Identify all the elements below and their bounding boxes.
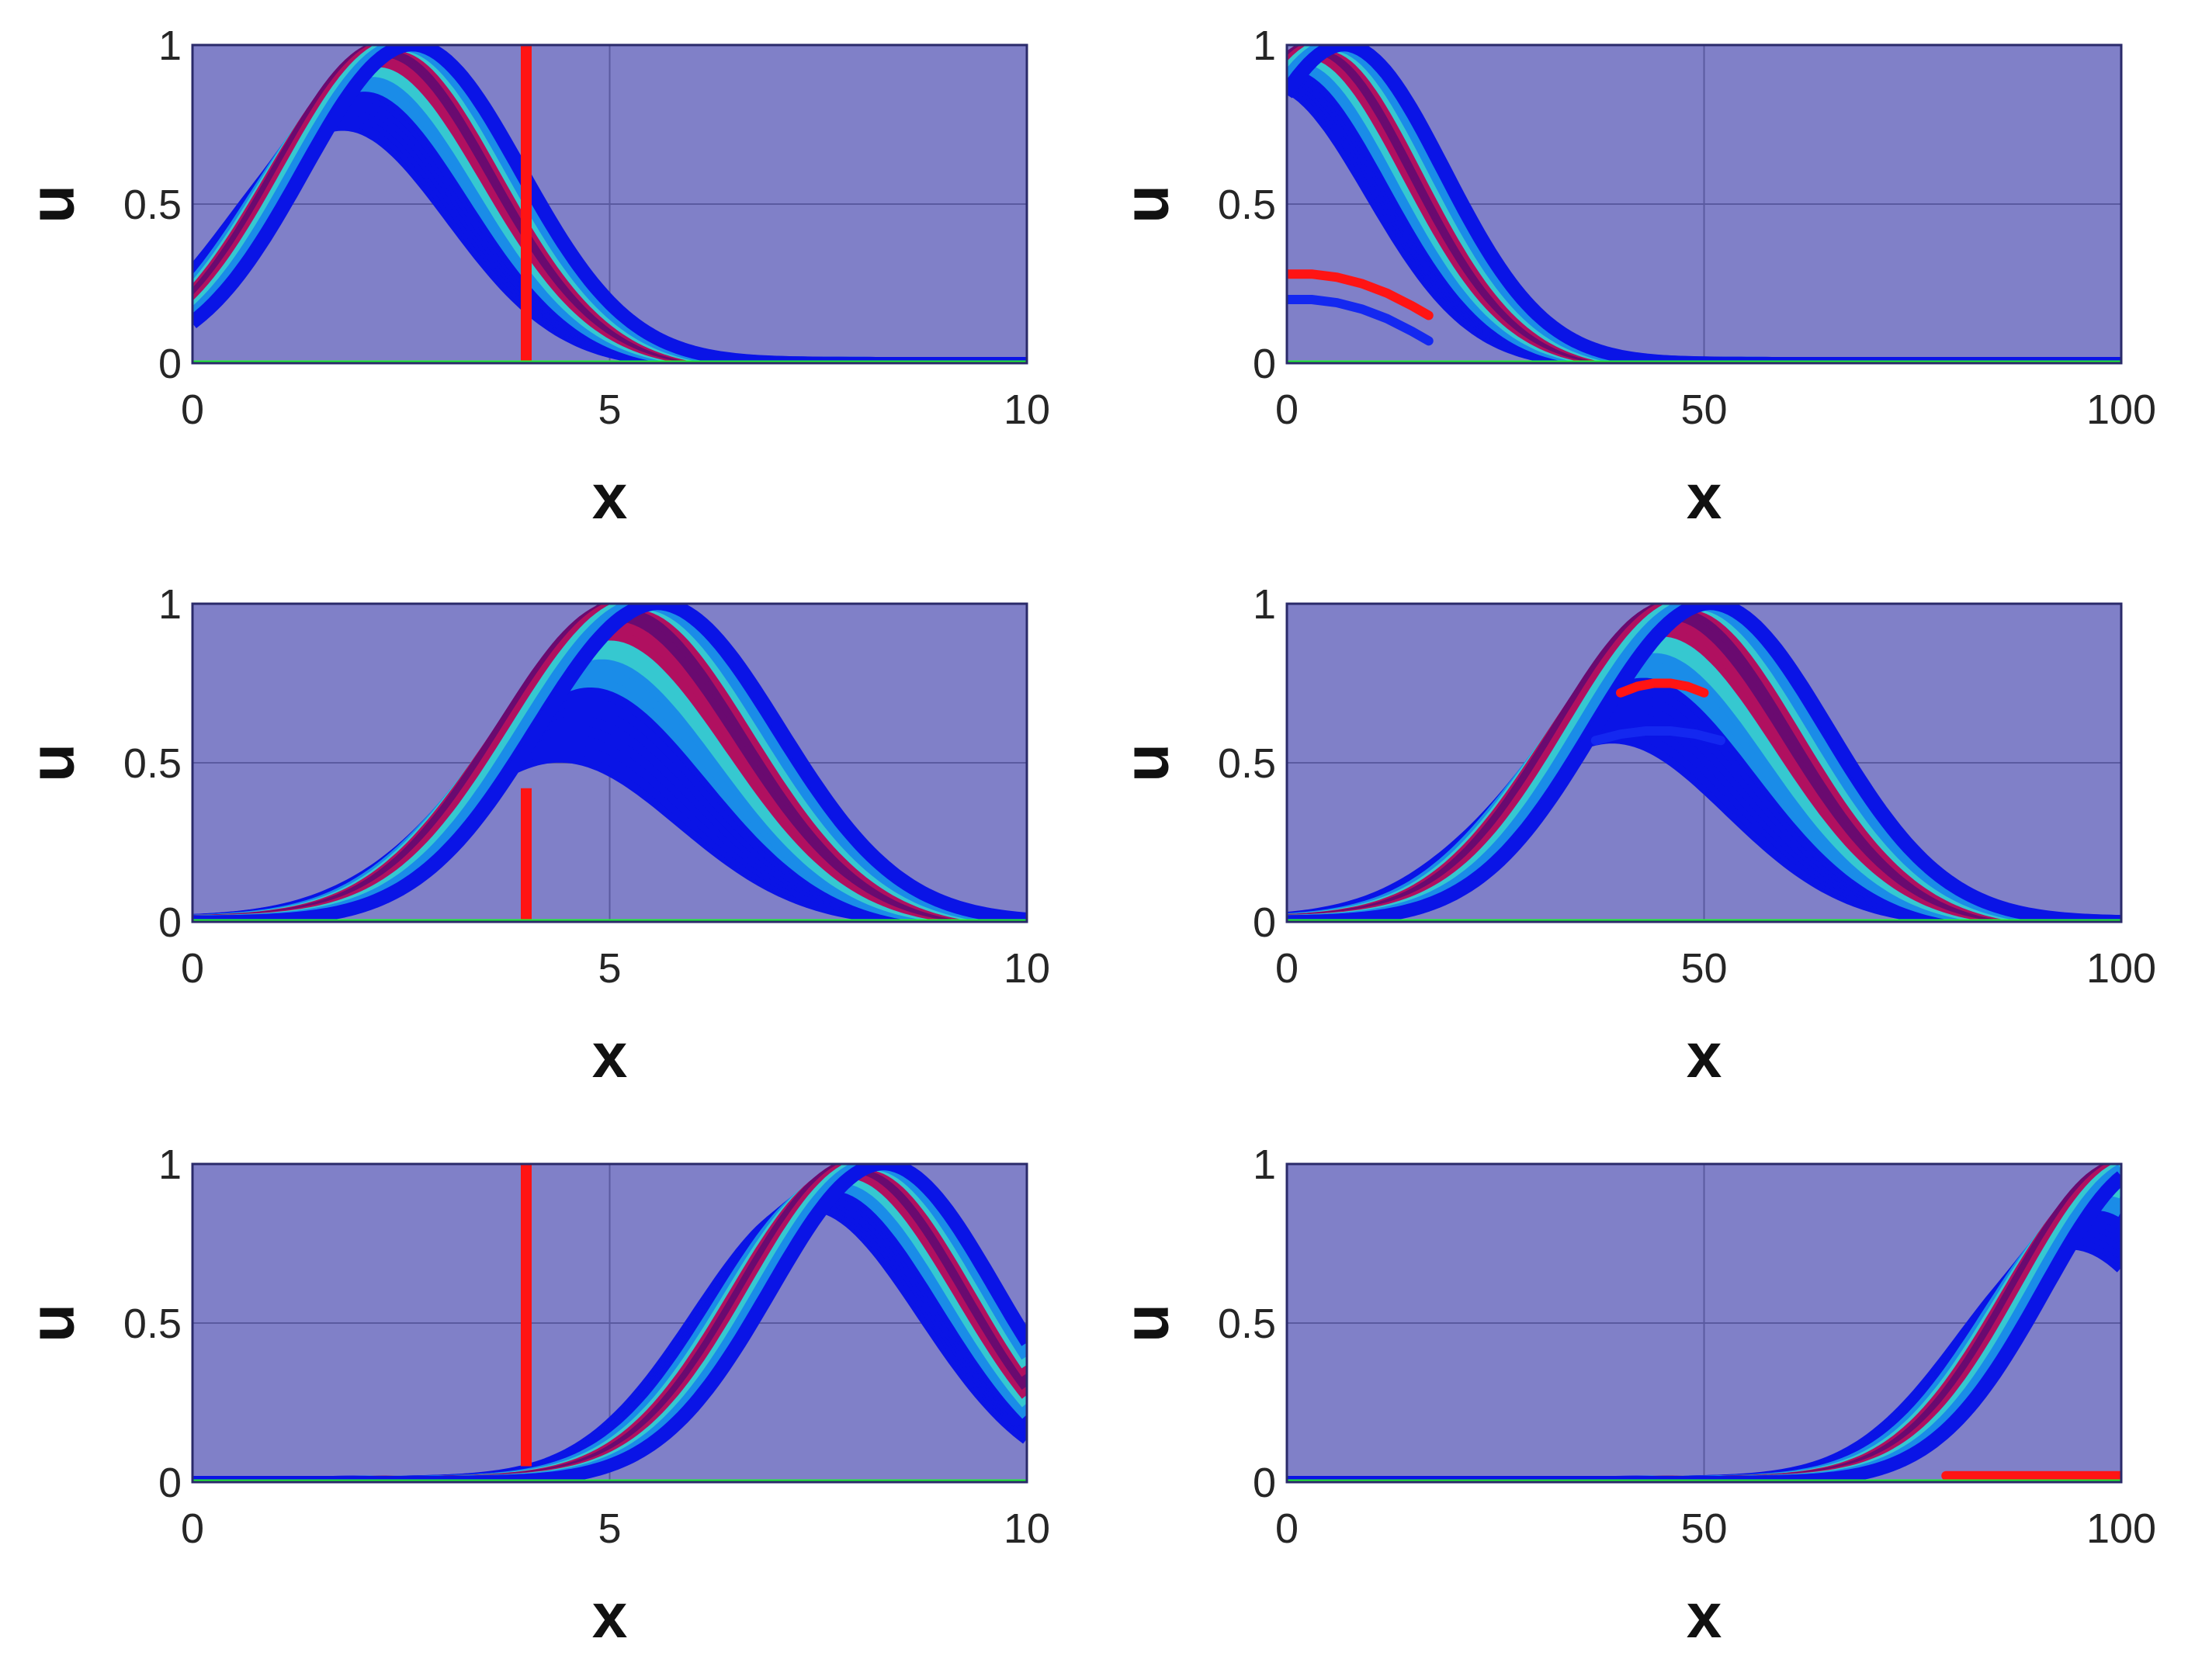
x-tick-label: 10 [1004,386,1050,433]
y-tick-label: 1 [1253,1141,1276,1188]
y-axis-label: u [17,1304,88,1342]
curve-band [192,604,1027,922]
y-tick-label: 1 [1253,581,1276,628]
y-tick-label: 0 [1253,341,1276,387]
x-tick-label: 0 [1275,1505,1299,1552]
x-tick-label: 100 [2086,1505,2156,1552]
chart-panel-bottom-left: 0 5 10 0 0.5 1 x u [17,1141,1050,1651]
chart-panel-middle-left: 0 5 10 0 0.5 1 x u [17,581,1050,1091]
x-tick-label: 0 [181,386,204,433]
chart-panel-top-left: 0 5 10 0 0.5 1 x u [17,23,1050,532]
x-tick-label: 50 [1680,386,1727,433]
arc-marker-blue [1590,726,1725,746]
y-tick-label: 1 [158,581,182,628]
x-tick-label: 10 [1004,1505,1050,1552]
y-tick-label: 1 [1253,23,1276,69]
axes-frame [1285,602,2123,923]
axes-frame [1285,1162,2123,1484]
y-tick-label: 0.5 [123,740,182,787]
axes-frame [191,1162,1028,1484]
band-curve [192,604,1027,922]
axes-frame [191,602,1028,923]
y-tick-label: 0 [158,899,182,946]
x-tick-label: 0 [181,945,204,992]
x-tick-label: 100 [2086,386,2156,433]
x-tick-label: 100 [2086,945,2156,992]
x-tick-label: 0 [181,1505,204,1552]
x-axis-label: x [1687,1020,1722,1091]
x-tick-label: 10 [1004,945,1050,992]
x-axis-label: x [592,1020,628,1091]
x-axis-label: x [1687,462,1722,532]
x-axis-label: x [592,462,628,532]
y-tick-label: 0.5 [1218,740,1276,787]
x-tick-label: 5 [598,386,621,433]
x-tick-label: 0 [1275,386,1299,433]
y-tick-label: 0.5 [123,182,182,228]
y-axis-label: u [1111,185,1182,223]
curve-band [1287,604,2121,922]
x-axis-label: x [592,1581,628,1651]
y-tick-label: 0 [158,1460,182,1506]
y-tick-label: 0 [158,341,182,387]
x-tick-label: 5 [598,1505,621,1552]
y-tick-label: 0 [1253,899,1276,946]
y-tick-label: 1 [158,1141,182,1188]
y-axis-label: u [17,185,88,223]
x-tick-label: 50 [1680,1505,1727,1552]
chart-panel-top-right: 0 50 100 0 0.5 1 x u [1111,23,2156,532]
y-tick-label: 0.5 [1218,1301,1276,1347]
arc-marker-blue [1287,295,1434,346]
chart-panel-bottom-right: 0 50 100 0 0.5 1 x u [1111,1141,2156,1651]
x-tick-label: 0 [1275,945,1299,992]
axes-frame [1285,43,2123,365]
curve-band [192,45,1027,363]
axes-frame [191,43,1028,365]
y-axis-label: u [17,743,88,782]
y-axis-label: u [1111,1304,1182,1342]
band-curve [192,45,1027,363]
y-tick-label: 0.5 [123,1301,182,1347]
arc-marker-red [1287,269,1434,320]
y-tick-label: 0.5 [1218,182,1276,228]
y-axis-label: u [1111,743,1182,782]
y-tick-label: 1 [158,23,182,69]
y-tick-label: 0 [1253,1460,1276,1506]
x-tick-label: 5 [598,945,621,992]
x-axis-label: x [1687,1581,1722,1651]
arc-marker-red [1616,678,1709,698]
chart-panel-middle-right: 0 50 100 0 0.5 1 x u [1111,581,2156,1091]
x-tick-label: 50 [1680,945,1727,992]
curve-band [192,1164,1027,1482]
